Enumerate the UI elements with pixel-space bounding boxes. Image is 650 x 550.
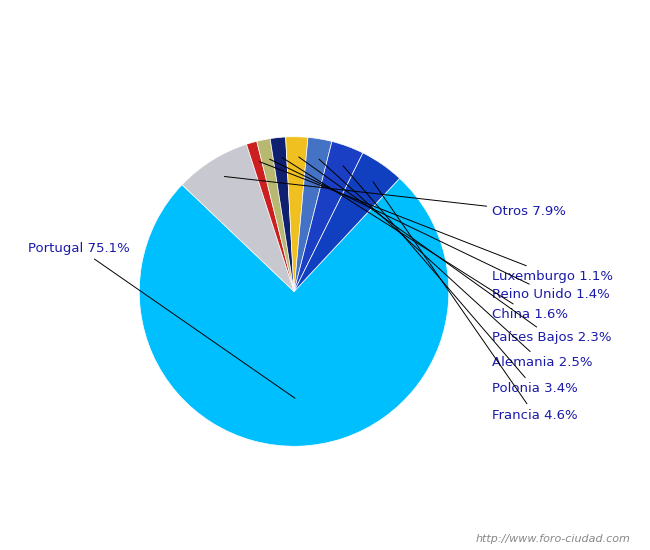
Wedge shape <box>139 178 448 446</box>
Text: Olivenza - Turistas extranjeros según país - Abril de 2024: Olivenza - Turistas extranjeros según pa… <box>107 18 543 34</box>
Text: Francia 4.6%: Francia 4.6% <box>373 182 578 422</box>
Wedge shape <box>294 138 332 292</box>
Text: http://www.foro-ciudad.com: http://www.foro-ciudad.com <box>476 535 630 544</box>
Text: Portugal 75.1%: Portugal 75.1% <box>28 241 295 398</box>
Text: Otros 7.9%: Otros 7.9% <box>224 177 566 217</box>
Wedge shape <box>246 141 294 292</box>
Wedge shape <box>294 141 363 292</box>
Wedge shape <box>270 137 294 292</box>
Text: Reino Unido 1.4%: Reino Unido 1.4% <box>270 159 610 301</box>
Text: China 1.6%: China 1.6% <box>282 157 568 321</box>
Text: Alemania 2.5%: Alemania 2.5% <box>319 159 593 369</box>
Wedge shape <box>285 137 308 292</box>
Wedge shape <box>257 139 294 292</box>
Text: Países Bajos 2.3%: Países Bajos 2.3% <box>299 157 612 344</box>
Wedge shape <box>294 153 400 292</box>
Text: Luxemburgo 1.1%: Luxemburgo 1.1% <box>259 162 613 283</box>
Wedge shape <box>182 144 294 292</box>
Text: Polonia 3.4%: Polonia 3.4% <box>343 166 578 395</box>
